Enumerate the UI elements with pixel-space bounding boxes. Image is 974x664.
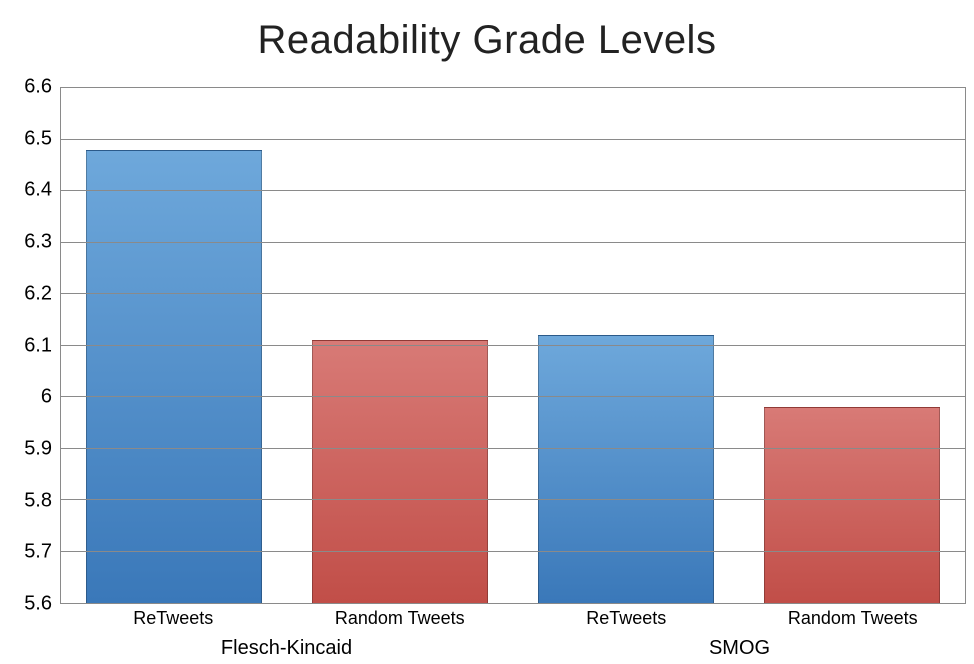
x-sub-label: ReTweets [60,604,287,629]
bar-slot [739,88,965,603]
x-sub-labels: ReTweetsRandom Tweets [513,604,966,629]
grid-line [61,499,965,500]
grid-line [61,345,965,346]
y-tick-label: 6.4 [24,179,52,202]
bar [538,335,714,603]
grid-line [61,139,965,140]
chart-title: Readability Grade Levels [0,18,974,63]
x-sub-label: Random Tweets [740,604,967,629]
grid-line [61,242,965,243]
bar-slot [61,88,287,603]
bar-slot [287,88,513,603]
chart-container: Readability Grade Levels 5.6 5.7 5.8 5.9 6 6.… [0,0,974,664]
y-tick-label: 5.7 [24,541,52,564]
grid-line [61,396,965,397]
x-sub-label: Random Tweets [287,604,514,629]
x-category-label: Flesch-Kincaid [221,629,352,660]
bar [312,340,488,603]
x-axis: ReTweetsRandom TweetsFlesch-KincaidReTwe… [60,604,966,664]
plot-region [60,87,966,604]
y-tick-label: 6.5 [24,127,52,150]
y-tick-label: 5.9 [24,437,52,460]
y-tick-label: 6 [41,386,52,409]
x-sub-label: ReTweets [513,604,740,629]
y-axis: 5.65.75.85.966.16.26.36.46.56.6 [0,87,60,604]
y-tick-label: 6.1 [24,334,52,357]
x-category-label: SMOG [709,629,770,660]
grid-line [61,448,965,449]
grid-line [61,190,965,191]
y-tick-label: 6.2 [24,282,52,305]
x-group: ReTweetsRandom TweetsFlesch-Kincaid [60,604,513,664]
bar [86,150,262,603]
x-sub-labels: ReTweetsRandom Tweets [60,604,513,629]
y-tick-label: 6.6 [24,76,52,99]
bar-slot [513,88,739,603]
y-tick-label: 5.8 [24,489,52,512]
grid-line [61,293,965,294]
grid-line [61,551,965,552]
chart-area: 5.65.75.85.966.16.26.36.46.56.6 ReTweets… [0,87,974,664]
bar-group [513,88,965,603]
bar [764,407,940,603]
x-group: ReTweetsRandom TweetsSMOG [513,604,966,664]
bar-group [61,88,513,603]
y-tick-label: 5.6 [24,593,52,616]
bars-layer [61,88,965,603]
y-tick-label: 6.3 [24,231,52,254]
